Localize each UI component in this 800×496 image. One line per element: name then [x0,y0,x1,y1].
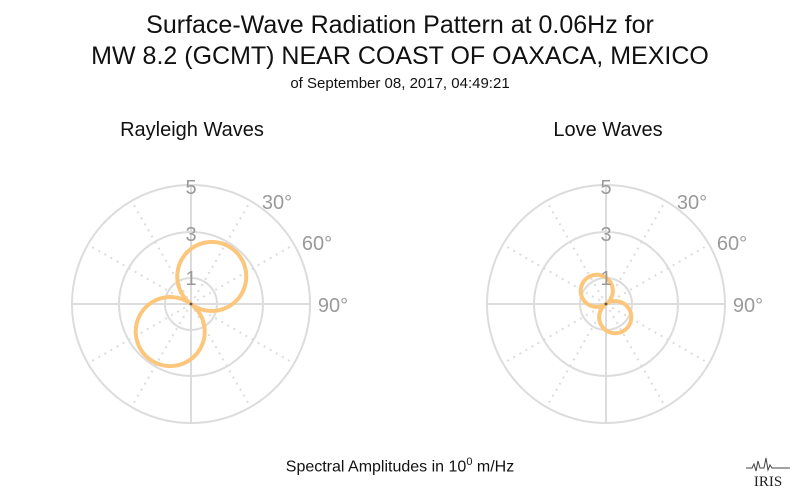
rayleigh-subtitle: Rayleigh Waves [120,119,264,141]
center-point [604,302,608,306]
angular-tick-label-3: 90° [318,295,348,317]
grid-spoke-150 [605,303,667,408]
polar-charts: 1 3 5 30° 60° 90° 1 3 5 30° 60° 90° [71,177,763,424]
grid-spoke-330 [545,200,607,305]
grid-spoke-30 [605,200,667,305]
grid-spoke-30 [190,200,252,305]
love-polar-plot: 1 3 5 30° 60° 90° [486,177,763,424]
footer-exponent: 0 [466,456,473,468]
footer-prefix: Spectral Amplitudes in 10 [285,458,467,476]
footer-suffix: m/Hz [472,458,515,476]
radial-tick-label-3: 3 [185,224,196,246]
grid-spoke-60 [190,243,295,305]
grid-spoke-120 [190,303,295,365]
love-subtitle: Love Waves [553,119,663,141]
iris-logo: IRIS [746,457,790,490]
rayleigh-polar-plot: 1 3 5 30° 60° 90° [71,177,348,424]
grid-spoke-210 [130,303,192,408]
radial-tick-label-1: 1 [600,268,611,290]
radiation-pattern-line [578,272,634,336]
grid-spoke-240 [87,303,192,365]
chart-title-line2: MW 8.2 (GCMT) NEAR COAST OF OAXACA, MEXI… [91,42,709,70]
grid-spoke-240 [502,303,607,365]
angular-tick-label-3: 90° [733,295,763,317]
radial-tick-label-5: 5 [185,177,196,199]
angular-tick-label-2: 60° [717,233,747,255]
grid-spoke-120 [605,303,710,365]
radiation-pattern-line [133,239,249,369]
angular-tick-label-1: 30° [677,192,707,214]
footer-units: Spectral Amplitudes in 100 m/Hz [0,456,800,476]
logo-text: IRIS [754,474,782,490]
chart-title-date: of September 08, 2017, 04:49:21 [290,75,510,92]
radial-tick-label-5: 5 [600,177,611,199]
angular-tick-label-1: 30° [262,192,292,214]
center-point [189,302,193,306]
radial-tick-label-1: 1 [185,268,196,290]
grid-spoke-210 [545,303,607,408]
chart-title-line1: Surface-Wave Radiation Pattern at 0.06Hz… [146,11,654,39]
grid-spoke-300 [502,243,607,305]
angular-tick-label-2: 60° [302,233,332,255]
grid-spoke-330 [130,200,192,305]
grid-spoke-60 [605,243,710,305]
grid-spoke-150 [190,303,252,408]
grid-spoke-300 [87,243,192,305]
radial-tick-label-3: 3 [600,224,611,246]
